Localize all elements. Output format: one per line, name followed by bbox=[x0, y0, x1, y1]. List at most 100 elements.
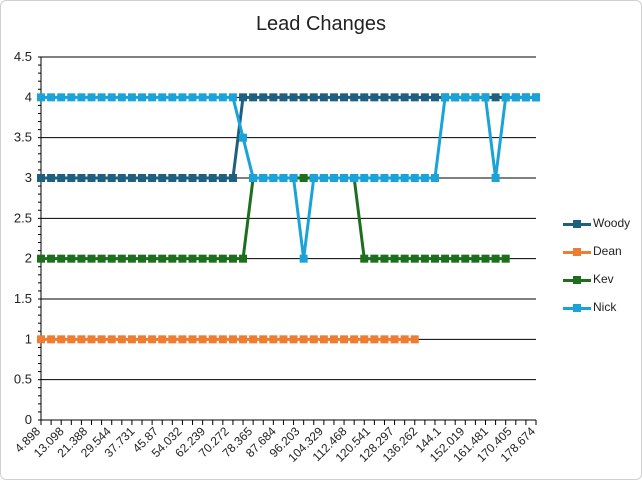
series-marker-woody bbox=[239, 93, 248, 102]
series-marker-kev bbox=[97, 254, 106, 263]
series-marker-woody bbox=[168, 174, 177, 182]
series-marker-nick bbox=[148, 93, 157, 102]
series-marker-nick bbox=[117, 93, 126, 102]
series-marker-kev bbox=[127, 254, 136, 263]
series-marker-woody bbox=[178, 174, 187, 182]
chart-title: Lead Changes bbox=[255, 13, 387, 35]
series-marker-nick bbox=[107, 93, 116, 102]
series-marker-dean bbox=[299, 335, 308, 344]
legend-label-dean: Dean bbox=[593, 244, 622, 258]
series-marker-nick bbox=[87, 93, 96, 102]
series-marker-nick bbox=[400, 174, 409, 182]
series-marker-dean bbox=[218, 335, 227, 344]
series-marker-nick bbox=[380, 174, 389, 182]
series-marker-dean bbox=[77, 335, 86, 344]
series-marker-dean bbox=[198, 335, 207, 344]
series-marker-kev bbox=[158, 254, 167, 263]
series-marker-dean bbox=[279, 335, 288, 344]
series-marker-kev bbox=[47, 254, 56, 263]
series-marker-kev bbox=[218, 254, 227, 263]
series-marker-dean bbox=[127, 335, 136, 344]
series-marker-woody bbox=[208, 174, 217, 182]
series-marker-nick bbox=[491, 174, 500, 182]
series-marker-dean bbox=[158, 335, 167, 344]
legend-swatch-nick bbox=[563, 304, 591, 312]
series-marker-dean bbox=[188, 335, 197, 344]
series-marker-nick bbox=[188, 93, 197, 102]
series-marker-nick bbox=[168, 93, 177, 102]
series-marker-kev bbox=[491, 254, 500, 263]
series-marker-nick bbox=[37, 93, 45, 102]
series-marker-nick bbox=[127, 93, 136, 102]
series-marker-kev bbox=[57, 254, 66, 263]
series-marker-kev bbox=[410, 254, 419, 263]
series-marker-nick bbox=[521, 93, 530, 102]
series-marker-woody bbox=[97, 174, 106, 182]
grid-lines bbox=[41, 56, 536, 421]
series-marker-nick bbox=[47, 93, 56, 102]
series-marker-woody bbox=[259, 93, 268, 102]
series-marker-dean bbox=[329, 335, 338, 344]
series-marker-nick bbox=[390, 174, 399, 182]
series-marker-nick bbox=[158, 93, 167, 102]
series-marker-dean bbox=[138, 335, 147, 344]
legend-swatch-woody bbox=[563, 220, 591, 228]
series-marker-nick bbox=[138, 93, 147, 102]
series-marker-woody bbox=[410, 93, 419, 102]
series-marker-woody bbox=[340, 93, 349, 102]
series-marker-woody bbox=[67, 174, 76, 182]
series-marker-nick bbox=[228, 93, 237, 102]
series-marker-nick bbox=[239, 133, 248, 142]
series-marker-woody bbox=[309, 93, 318, 102]
series-marker-woody bbox=[57, 174, 66, 182]
series-marker-dean bbox=[57, 335, 66, 344]
series-marker-nick bbox=[319, 174, 328, 182]
legend-swatch-dean bbox=[563, 248, 591, 256]
series-marker-kev bbox=[148, 254, 157, 263]
series-marker-dean bbox=[350, 335, 359, 344]
y-tick-label: 3.5 bbox=[14, 130, 32, 145]
legend-swatch-marker bbox=[573, 276, 581, 284]
series-marker-dean bbox=[47, 335, 56, 344]
series-marker-kev bbox=[168, 254, 177, 263]
series-marker-dean bbox=[249, 335, 258, 344]
series-marker-kev bbox=[228, 254, 237, 263]
series-marker-nick bbox=[259, 174, 268, 182]
legend-label-nick: Nick bbox=[593, 300, 617, 314]
series-marker-woody bbox=[249, 93, 258, 102]
y-tick-labels: 0 0.5 1 1.5 2 2.5 3 3.5 4 4.5 bbox=[14, 49, 32, 427]
series-marker-nick bbox=[97, 93, 106, 102]
series-marker-woody bbox=[329, 93, 338, 102]
series-marker-kev bbox=[380, 254, 389, 263]
y-tick-label: 4.5 bbox=[14, 49, 32, 64]
series-marker-nick bbox=[309, 174, 318, 182]
series-marker-woody bbox=[158, 174, 167, 182]
series-marker-woody bbox=[430, 93, 439, 102]
series-marker-woody bbox=[279, 93, 288, 102]
series-marker-woody bbox=[420, 93, 429, 102]
y-tick-label: 2.5 bbox=[14, 210, 32, 225]
series-marker-dean bbox=[400, 335, 409, 344]
series-marker-woody bbox=[269, 93, 278, 102]
series-marker-kev bbox=[501, 254, 510, 263]
series-marker-woody bbox=[491, 93, 500, 102]
series-marker-woody bbox=[37, 174, 45, 182]
series-marker-nick bbox=[218, 93, 227, 102]
series-marker-nick bbox=[420, 174, 429, 182]
series-marker-kev bbox=[451, 254, 460, 263]
x-tick-labels: 4.89813.09821.38829.54437.73145.8754.032… bbox=[12, 424, 538, 465]
y-tick-label: 4 bbox=[25, 89, 32, 104]
series-marker-dean bbox=[239, 335, 248, 344]
series-marker-nick bbox=[451, 93, 460, 102]
series-marker-kev bbox=[67, 254, 76, 263]
series-marker-dean bbox=[259, 335, 268, 344]
series-marker-woody bbox=[107, 174, 116, 182]
series-marker-kev bbox=[370, 254, 379, 263]
series-marker-nick bbox=[481, 93, 490, 102]
series-marker-kev bbox=[390, 254, 399, 263]
y-tick-label: 0 bbox=[25, 412, 32, 427]
series-marker-nick bbox=[350, 174, 359, 182]
series-marker-dean bbox=[289, 335, 298, 344]
series-marker-nick bbox=[370, 174, 379, 182]
series-marker-dean bbox=[117, 335, 126, 344]
